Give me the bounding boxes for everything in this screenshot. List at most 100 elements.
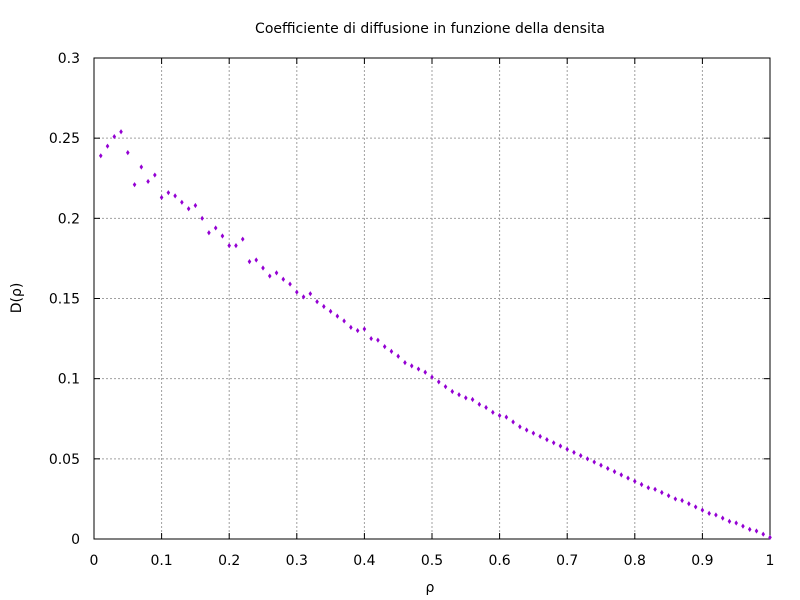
data-point (153, 172, 157, 178)
data-point (761, 531, 766, 537)
data-point (416, 366, 421, 372)
data-point (619, 472, 624, 478)
x-tick-label: 0.8 (624, 553, 646, 569)
data-point (396, 353, 400, 359)
data-point (653, 486, 657, 492)
data-point (727, 518, 732, 524)
data-point (274, 270, 279, 276)
data-point (551, 440, 556, 446)
data-point (470, 396, 475, 403)
data-point (389, 348, 394, 355)
data-point (126, 149, 130, 156)
data-point (612, 469, 617, 475)
x-tick-label: 0.9 (691, 553, 713, 569)
data-point (484, 404, 488, 411)
data-point (504, 414, 509, 420)
y-tick-label: 0 (71, 532, 80, 548)
data-point (193, 202, 198, 209)
data-point (355, 327, 360, 334)
data-point (545, 436, 549, 443)
data-point (666, 493, 671, 499)
data-point (295, 289, 299, 295)
data-point (599, 462, 603, 468)
x-tick-label: 0 (90, 553, 99, 569)
data-point (105, 143, 110, 149)
data-point (707, 510, 711, 516)
data-point (207, 230, 211, 236)
data-point (511, 419, 515, 425)
data-point (720, 515, 725, 521)
data-point (646, 485, 651, 491)
data-point (315, 299, 319, 305)
data-point (240, 236, 245, 242)
x-tick-label: 0.7 (556, 553, 578, 569)
x-tick-label: 0.5 (421, 553, 443, 569)
data-point (714, 512, 718, 518)
data-point (335, 313, 340, 319)
chart-title: Coefficiente di diffusione in funzione d… (255, 21, 605, 37)
data-point (531, 430, 536, 436)
data-point (633, 478, 637, 484)
data-point (261, 265, 265, 271)
data-point (166, 190, 171, 196)
y-axis-label: D(ρ) (9, 283, 25, 314)
data-point (342, 318, 346, 324)
data-point (491, 409, 495, 415)
data-point (247, 259, 252, 265)
data-point (186, 206, 191, 212)
data-point (180, 199, 184, 205)
data-point (558, 443, 563, 449)
data-point (741, 523, 745, 529)
data-point (146, 178, 150, 185)
data-points (98, 129, 772, 540)
data-point (213, 225, 218, 231)
data-point (376, 337, 380, 343)
data-point (585, 456, 590, 462)
data-point (139, 164, 144, 170)
y-tick-label: 0.3 (58, 51, 80, 67)
y-tick-label: 0.1 (58, 372, 80, 388)
data-point (605, 465, 610, 472)
data-point (328, 308, 333, 314)
data-point (98, 153, 103, 159)
data-point (220, 233, 225, 239)
data-point (227, 242, 231, 249)
data-point (626, 475, 630, 481)
data-point (754, 528, 759, 534)
data-point (464, 395, 468, 401)
y-tick-label: 0.25 (49, 131, 80, 147)
data-point (687, 501, 691, 507)
data-point (660, 489, 664, 496)
y-axis-ticks: 0 0.05 0.1 0.15 0.2 0.25 0.3 (49, 51, 770, 548)
data-point (409, 363, 414, 369)
data-point (349, 324, 353, 330)
data-point (680, 497, 684, 504)
data-point (369, 335, 373, 342)
data-point (403, 360, 407, 366)
data-point (747, 526, 752, 532)
y-tick-label: 0.2 (58, 211, 80, 227)
data-point (322, 303, 326, 310)
x-axis-ticks: 0 0.1 0.2 0.3 0.4 0.5 0.6 0.7 0.8 0.9 1 (90, 58, 774, 569)
x-axis-label: ρ (426, 580, 435, 596)
data-point (132, 182, 137, 188)
data-point (673, 496, 678, 502)
data-point (565, 446, 569, 452)
data-point (538, 433, 542, 439)
data-point (693, 504, 698, 510)
data-point (200, 215, 204, 221)
data-point (572, 449, 576, 456)
data-point (768, 534, 772, 540)
data-point (119, 129, 123, 135)
y-tick-label: 0.15 (49, 292, 80, 308)
data-point (457, 392, 461, 398)
data-point (524, 427, 529, 433)
data-point (301, 294, 306, 300)
data-point (592, 459, 597, 465)
data-point (362, 326, 367, 332)
data-point (281, 276, 286, 282)
x-tick-label: 0.4 (353, 553, 375, 569)
data-point (173, 193, 177, 199)
data-point (518, 424, 522, 430)
data-point (578, 453, 583, 459)
